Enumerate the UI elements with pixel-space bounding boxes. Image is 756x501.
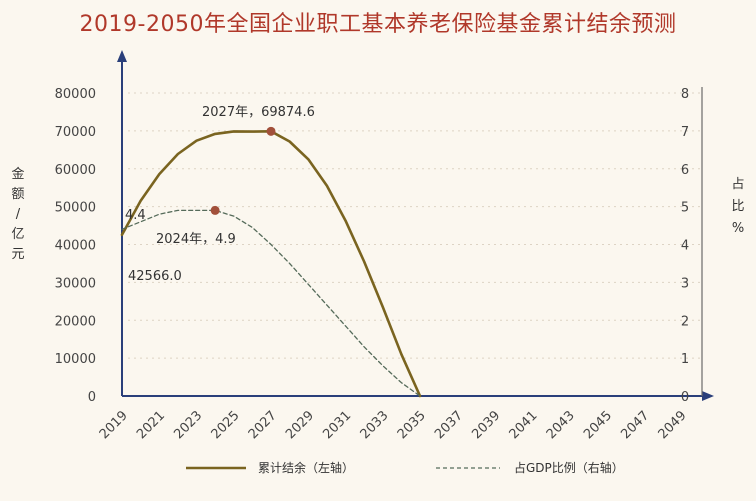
annotation-label: 2027年，69874.6 bbox=[202, 105, 315, 120]
x-tick-label: 2047 bbox=[618, 408, 652, 442]
y-right-tick-label: 1 bbox=[681, 352, 689, 367]
x-tick-label: 2033 bbox=[358, 408, 392, 442]
y-axis-left-arrow bbox=[117, 50, 127, 62]
x-tick-label: 2027 bbox=[246, 408, 280, 442]
annotations: 2027年，69874.6 2024年，4.9 4.4 42566.0 bbox=[125, 105, 315, 284]
axis-labels: 金额 / 亿元 占比% bbox=[11, 166, 744, 262]
series-group bbox=[120, 130, 422, 398]
x-tick-label: 2043 bbox=[544, 408, 578, 442]
y-right-tick-label: 5 bbox=[681, 201, 689, 216]
y-right-tick-label: 7 bbox=[681, 125, 689, 140]
y-axis-left-ticks: 0 10000 20000 30000 40000 50000 60000 70000 8000… bbox=[55, 87, 96, 405]
x-axis-arrow bbox=[702, 391, 714, 401]
x-tick-label: 2039 bbox=[469, 408, 503, 442]
grid-lines bbox=[128, 92, 702, 359]
y-right-tick-label: 0 bbox=[681, 390, 689, 405]
x-tick-label: 2035 bbox=[395, 408, 429, 442]
y-right-tick-label: 8 bbox=[681, 87, 689, 102]
y-left-tick-label: 30000 bbox=[55, 276, 96, 291]
x-tick-label: 2041 bbox=[507, 408, 541, 442]
y-left-tick-label: 20000 bbox=[55, 314, 96, 329]
y-axis-left-label: / bbox=[16, 207, 21, 222]
x-tick-label: 2029 bbox=[283, 408, 317, 442]
y-left-tick-label: 10000 bbox=[55, 352, 96, 367]
y-axis-left-label: 额 bbox=[11, 187, 24, 202]
peak-marker bbox=[266, 126, 276, 136]
y-axis-right-label: 占 bbox=[731, 177, 744, 192]
y-left-tick-label: 60000 bbox=[55, 163, 96, 178]
x-tick-label: 2037 bbox=[432, 408, 466, 442]
x-tick-label: 2045 bbox=[581, 408, 615, 442]
legend: 累计结余（左轴） 占GDP比例（右轴） bbox=[186, 460, 624, 475]
x-axis-ticks: 2019 2021 2023 2025 2027 2029 2031 2033 2035 2037… bbox=[97, 408, 690, 442]
axes bbox=[117, 50, 714, 401]
y-left-tick-label: 80000 bbox=[55, 87, 96, 102]
y-right-tick-label: 2 bbox=[681, 314, 689, 329]
peak-marker bbox=[210, 205, 220, 215]
x-tick-label: 2019 bbox=[97, 408, 131, 442]
y-right-tick-label: 3 bbox=[681, 276, 689, 291]
y-left-tick-label: 70000 bbox=[55, 125, 96, 140]
y-right-tick-label: 4 bbox=[681, 239, 689, 254]
x-tick-label: 2031 bbox=[320, 408, 354, 442]
y-left-tick-label: 0 bbox=[88, 390, 96, 405]
series-line-gdp-ratio bbox=[121, 209, 421, 397]
y-left-tick-label: 50000 bbox=[55, 201, 96, 216]
legend-label-balance: 累计结余（左轴） bbox=[258, 460, 354, 475]
y-axis-left-label: 金 bbox=[11, 166, 24, 182]
y-axis-left-label: 亿 bbox=[11, 227, 24, 242]
peak-markers bbox=[210, 126, 276, 215]
series-line-balance bbox=[120, 130, 422, 398]
chart-title: 2019-2050年全国企业职工基本养老保险基金累计结余预测 bbox=[79, 12, 677, 37]
x-tick-label: 2025 bbox=[209, 408, 243, 442]
x-tick-label: 2049 bbox=[656, 408, 690, 442]
legend-label-gdp-ratio: 占GDP比例（右轴） bbox=[514, 460, 624, 475]
y-left-tick-label: 40000 bbox=[55, 239, 96, 254]
annotation-label: 2024年，4.9 bbox=[156, 232, 236, 247]
y-axis-right-label: 比 bbox=[731, 199, 744, 214]
y-right-tick-label: 6 bbox=[681, 163, 689, 178]
annotation-label: 42566.0 bbox=[128, 269, 182, 284]
x-tick-label: 2023 bbox=[171, 408, 205, 442]
annotation-label: 4.4 bbox=[125, 208, 146, 223]
y-axis-left-label: 元 bbox=[11, 247, 24, 262]
y-axis-right-label: % bbox=[732, 221, 744, 236]
y-axis-right-ticks: 0 1 2 3 4 5 6 7 8 bbox=[681, 87, 689, 405]
x-tick-label: 2021 bbox=[134, 408, 168, 442]
